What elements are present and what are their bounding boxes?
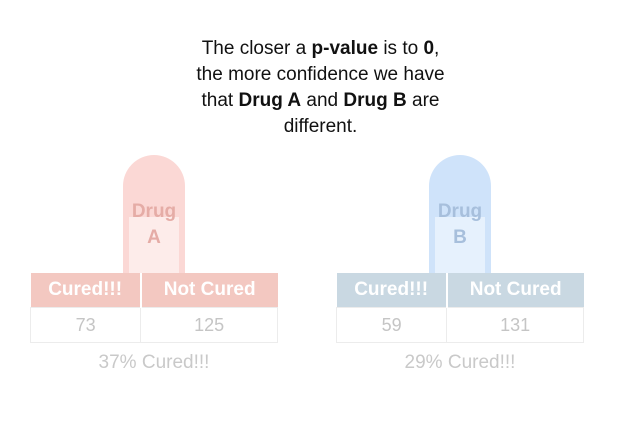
drug-a-percent-cured: 37% Cured!!! (98, 352, 210, 373)
drug-b-not-cured-count: 131 (446, 307, 584, 343)
caption-text: , (434, 38, 440, 59)
caption-line-4: different. (283, 116, 358, 137)
caption-text: The closer a (201, 38, 312, 59)
caption-line-3: that Drug A and Drug B are (120, 88, 521, 114)
drug-b-pill-label-line-1: Drug (437, 201, 483, 222)
drug-a-header-not-cured: Not Cured (139, 273, 278, 308)
drug-b-percent-cured: 29% Cured!!! (404, 352, 516, 373)
drug-a-value-row: 73 125 (29, 307, 278, 343)
caption-text: is to (378, 38, 424, 59)
drug-a-header-cured: Cured!!! (30, 273, 141, 308)
drug-b-header-cured: Cured!!! (336, 273, 447, 308)
drug-b-pill-label-line-2: B (453, 227, 467, 248)
caption-drug-a: Drug A (238, 90, 302, 111)
caption-line-2: the more confidence we have (196, 64, 445, 85)
drug-a-pill-label-line-2: A (147, 227, 161, 248)
drug-b-pill-icon: Drug B (429, 155, 491, 285)
drug-a-header-row: Cured!!! Not Cured (30, 273, 278, 308)
drug-b-header-row: Cured!!! Not Cured (336, 273, 584, 308)
drug-a-pill-icon: Drug A (123, 155, 185, 285)
drug-a-table: Cured!!! Not Cured 73 125 (29, 273, 278, 343)
drug-b-value-row: 59 131 (335, 307, 584, 343)
drug-a-pill-label-line-1: Drug (131, 201, 177, 222)
caption-drug-b: Drug B (343, 90, 407, 111)
caption-zero: 0 (423, 38, 435, 59)
caption-text: and (301, 90, 344, 111)
drug-b-header-not-cured: Not Cured (445, 273, 584, 308)
drug-b-cured-count: 59 (335, 307, 448, 343)
caption: The closer a p-value is to 0, the more c… (120, 36, 521, 140)
caption-text: are (406, 90, 440, 111)
caption-text: that (201, 90, 239, 111)
caption-p-value: p-value (311, 38, 379, 59)
drug-b-pill-label: Drug B (429, 199, 491, 251)
drug-b-table: Cured!!! Not Cured 59 131 (335, 273, 584, 343)
drug-a-pill-label: Drug A (123, 199, 185, 251)
caption-line-1: The closer a p-value is to 0, (120, 36, 521, 62)
drug-a-not-cured-count: 125 (140, 307, 278, 343)
drug-a-cured-count: 73 (29, 307, 142, 343)
